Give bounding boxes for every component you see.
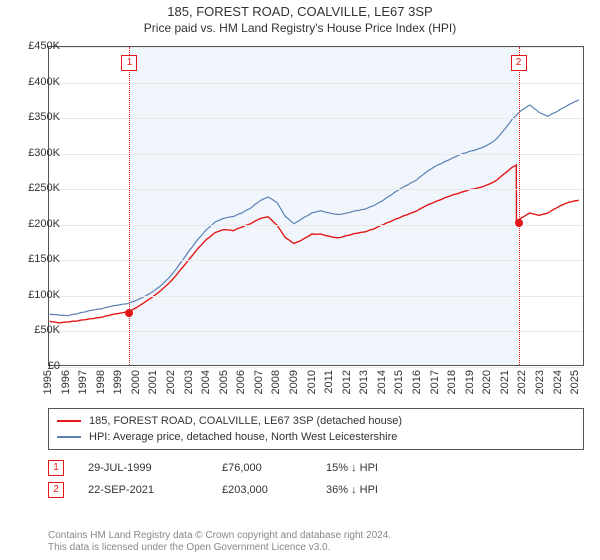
y-axis-label: £450K xyxy=(16,40,60,52)
event-marker-line xyxy=(519,47,520,365)
event-date: 22-SEP-2021 xyxy=(88,484,198,496)
x-axis-label: 1999 xyxy=(112,370,124,394)
x-axis-label: 2021 xyxy=(499,370,511,394)
title-address: 185, FOREST ROAD, COALVILLE, LE67 3SP xyxy=(0,4,600,19)
y-axis-label: £400K xyxy=(16,76,60,88)
x-axis-label: 2005 xyxy=(218,370,230,394)
x-axis-label: 1997 xyxy=(77,370,89,394)
price-chart: 12 xyxy=(48,46,584,366)
event-dot xyxy=(125,309,133,317)
x-axis-label: 2006 xyxy=(235,370,247,394)
attribution-line2: This data is licensed under the Open Gov… xyxy=(48,542,391,554)
legend-box: 185, FOREST ROAD, COALVILLE, LE67 3SP (d… xyxy=(48,408,584,450)
x-axis-label: 2004 xyxy=(200,370,212,394)
events-table: 1 29-JUL-1999 £76,000 15% ↓ HPI 2 22-SEP-2021… xyxy=(48,460,584,498)
x-axis-label: 2023 xyxy=(534,370,546,394)
x-axis-label: 2013 xyxy=(358,370,370,394)
y-axis-label: £200K xyxy=(16,218,60,230)
y-axis-label: £350K xyxy=(16,111,60,123)
attribution-line1: Contains HM Land Registry data © Crown c… xyxy=(48,530,391,542)
x-axis-label: 2002 xyxy=(165,370,177,394)
event-price: £76,000 xyxy=(222,462,302,474)
arrow-down-icon: ↓ xyxy=(351,484,357,496)
y-axis-label: £100K xyxy=(16,289,60,301)
event-badge: 2 xyxy=(511,55,527,71)
title-subtitle: Price paid vs. HM Land Registry's House … xyxy=(0,21,600,35)
event-table-row: 2 22-SEP-2021 £203,000 36% ↓ HPI xyxy=(48,482,584,498)
legend-label-hpi: HPI: Average price, detached house, Nort… xyxy=(89,429,397,445)
arrow-down-icon: ↓ xyxy=(351,462,357,474)
event-dot xyxy=(515,219,523,227)
event-badge-icon: 2 xyxy=(48,482,64,498)
event-marker-line xyxy=(129,47,130,365)
event-date: 29-JUL-1999 xyxy=(88,462,198,474)
x-axis-label: 2011 xyxy=(323,370,335,394)
x-axis-label: 2025 xyxy=(569,370,581,394)
x-axis-label: 2008 xyxy=(270,370,282,394)
legend-label-paid: 185, FOREST ROAD, COALVILLE, LE67 3SP (d… xyxy=(89,413,402,429)
x-axis-label: 2001 xyxy=(147,370,159,394)
x-axis-label: 2003 xyxy=(183,370,195,394)
legend-swatch-paid xyxy=(57,420,81,422)
x-axis-label: 2020 xyxy=(481,370,493,394)
x-axis-label: 1996 xyxy=(60,370,72,394)
y-axis-label: £50K xyxy=(16,324,60,336)
legend-row-hpi: HPI: Average price, detached house, Nort… xyxy=(57,429,575,445)
x-axis-label: 2014 xyxy=(376,370,388,394)
x-axis-label: 1998 xyxy=(95,370,107,394)
x-axis-label: 2012 xyxy=(341,370,353,394)
x-axis-label: 2018 xyxy=(446,370,458,394)
x-axis-label: 2000 xyxy=(130,370,142,394)
x-axis-label: 2016 xyxy=(411,370,423,394)
x-axis-label: 2024 xyxy=(552,370,564,394)
x-axis-label: 2017 xyxy=(429,370,441,394)
x-axis-label: 1995 xyxy=(42,370,54,394)
x-axis-label: 2007 xyxy=(253,370,265,394)
event-badge: 1 xyxy=(121,55,137,71)
event-pct-vs-hpi: 36% ↓ HPI xyxy=(326,484,436,496)
y-axis-label: £150K xyxy=(16,253,60,265)
legend-swatch-hpi xyxy=(57,436,81,438)
gridline xyxy=(49,367,583,368)
x-axis-label: 2010 xyxy=(306,370,318,394)
legend-and-events: 185, FOREST ROAD, COALVILLE, LE67 3SP (d… xyxy=(48,408,584,504)
x-axis-label: 2015 xyxy=(393,370,405,394)
event-pct-vs-hpi: 15% ↓ HPI xyxy=(326,462,436,474)
event-table-row: 1 29-JUL-1999 £76,000 15% ↓ HPI xyxy=(48,460,584,476)
attribution-text: Contains HM Land Registry data © Crown c… xyxy=(48,530,391,554)
legend-row-paid: 185, FOREST ROAD, COALVILLE, LE67 3SP (d… xyxy=(57,413,575,429)
x-axis-label: 2009 xyxy=(288,370,300,394)
event-badge-icon: 1 xyxy=(48,460,64,476)
event-price: £203,000 xyxy=(222,484,302,496)
x-axis-label: 2022 xyxy=(516,370,528,394)
y-axis-label: £250K xyxy=(16,182,60,194)
x-axis-label: 2019 xyxy=(464,370,476,394)
y-axis-label: £300K xyxy=(16,147,60,159)
